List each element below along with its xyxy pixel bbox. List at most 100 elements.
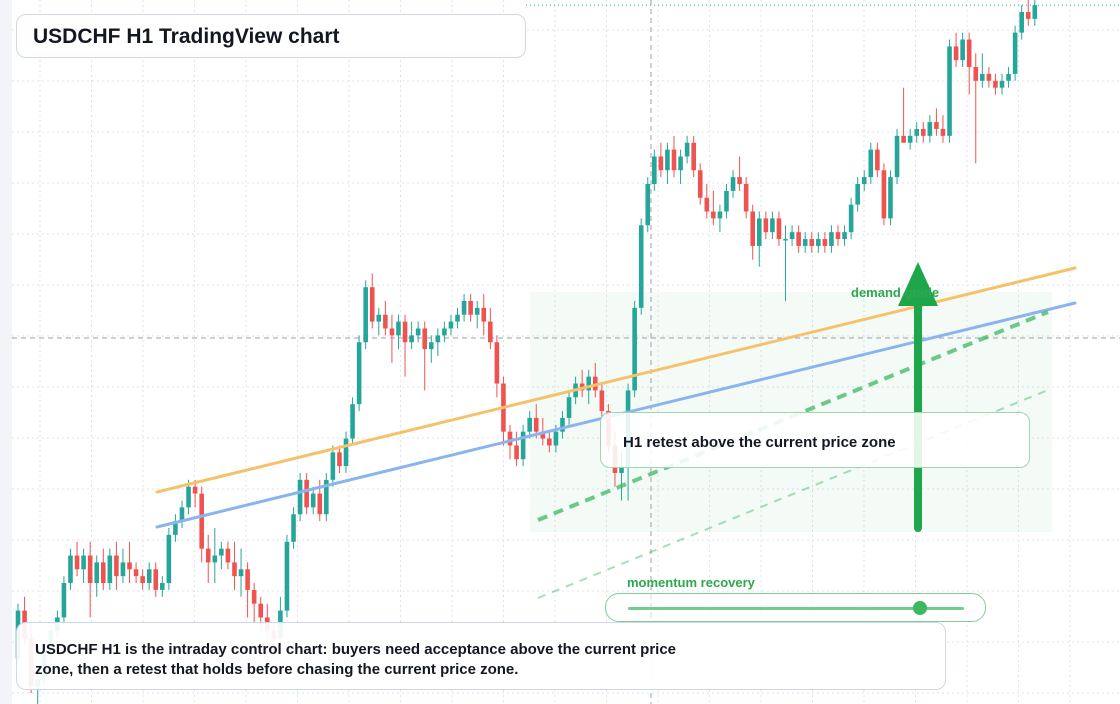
- candle-body: [947, 46, 952, 136]
- candle-body: [986, 73, 992, 81]
- candle-body: [888, 177, 893, 219]
- candle-body: [907, 135, 913, 143]
- candle-body: [632, 307, 637, 391]
- candle-body: [665, 149, 670, 171]
- candle-body: [166, 534, 172, 584]
- candle-body: [875, 149, 880, 171]
- note-text: USDCHF H1 is the intraday control chart:…: [35, 641, 677, 678]
- candle-body: [999, 80, 1005, 88]
- candle-body: [435, 335, 441, 343]
- candle-body: [186, 486, 191, 508]
- candle-body: [396, 321, 401, 336]
- candle-body: [809, 239, 815, 246]
- candle-body: [645, 184, 651, 226]
- candle-body: [120, 562, 126, 577]
- setup-callout: H1 retest above the current price zone: [600, 412, 1030, 468]
- candle-body: [842, 232, 847, 240]
- candle-body: [678, 156, 683, 171]
- candle-body: [81, 555, 86, 570]
- candle-body: [835, 232, 841, 240]
- candle-body: [848, 204, 854, 233]
- candle-body: [658, 156, 664, 171]
- candle-body: [192, 486, 198, 494]
- candle-body: [691, 142, 696, 171]
- candle-body: [61, 583, 67, 618]
- candle-body: [389, 328, 395, 336]
- candle-body: [461, 300, 467, 315]
- candle-body: [409, 335, 414, 343]
- candle-body: [422, 328, 428, 350]
- candle-body: [868, 149, 874, 178]
- candle-body: [68, 555, 73, 584]
- candle-body: [855, 184, 860, 205]
- candle-body: [356, 342, 362, 405]
- candle-body: [369, 287, 375, 322]
- candle-body: [330, 452, 336, 480]
- candle-body: [114, 555, 119, 577]
- candle-body: [638, 225, 644, 308]
- candle-body: [304, 479, 309, 508]
- candle-body: [566, 397, 572, 418]
- candle-body: [934, 122, 939, 129]
- candle-body: [776, 218, 782, 240]
- candle-body: [881, 170, 887, 219]
- candle-body: [914, 128, 920, 136]
- candle-body: [297, 479, 303, 515]
- candle-body: [697, 170, 703, 198]
- candle-body: [284, 541, 290, 611]
- candle-body: [94, 562, 100, 584]
- candle-body: [993, 80, 998, 88]
- candle-body: [920, 128, 926, 136]
- title-card: USDCHF H1 TradingView chart: [16, 14, 526, 58]
- candle-body: [481, 307, 487, 322]
- candle-body: [783, 239, 788, 241]
- candle-body: [468, 300, 473, 315]
- candle-body: [310, 493, 316, 508]
- candle-body: [415, 328, 421, 336]
- candle-body: [940, 128, 946, 136]
- momentum-knob[interactable]: [913, 601, 928, 615]
- candle-body: [428, 342, 434, 350]
- candle-body: [107, 555, 113, 584]
- candle-body: [251, 589, 257, 604]
- candle-body: [74, 555, 80, 570]
- candle-body: [1019, 12, 1024, 33]
- note-card: USDCHF H1 is the intraday control chart:…: [16, 622, 946, 690]
- candle-body: [704, 197, 710, 212]
- candle-body: [711, 211, 716, 219]
- candle-body: [619, 466, 624, 473]
- candle-body: [586, 376, 592, 391]
- momentum-slider[interactable]: [605, 593, 986, 622]
- candle-body: [133, 569, 139, 577]
- candle-body: [980, 73, 985, 81]
- candle-body: [1032, 5, 1038, 19]
- candle-body: [533, 417, 539, 432]
- momentum-label: momentum recovery: [627, 575, 755, 590]
- candle-body: [750, 211, 756, 246]
- candle-body: [796, 232, 801, 246]
- candle-body: [547, 438, 552, 446]
- chart-title: USDCHF H1 TradingView chart: [33, 25, 340, 48]
- candle-body: [337, 452, 342, 467]
- candle-body: [973, 67, 979, 81]
- up-arrow-head: [898, 262, 938, 306]
- candle-body: [507, 431, 513, 446]
- candle-body: [140, 576, 145, 584]
- candle-body: [448, 321, 454, 329]
- candle-body: [225, 548, 231, 563]
- candle-body: [737, 177, 742, 184]
- candle-body: [153, 569, 159, 590]
- candle-body: [730, 177, 736, 191]
- candle-body: [960, 39, 965, 61]
- left-edge-strip: [0, 0, 12, 704]
- candle-body: [1006, 73, 1011, 81]
- candle-body: [652, 156, 657, 184]
- candle-body: [743, 184, 749, 212]
- candle-body: [527, 417, 532, 432]
- candle-body: [553, 431, 559, 446]
- candle-body: [520, 431, 526, 460]
- candle-body: [376, 314, 382, 322]
- candle-body: [514, 445, 519, 460]
- setup-text: H1 retest above the current price zone: [623, 434, 896, 451]
